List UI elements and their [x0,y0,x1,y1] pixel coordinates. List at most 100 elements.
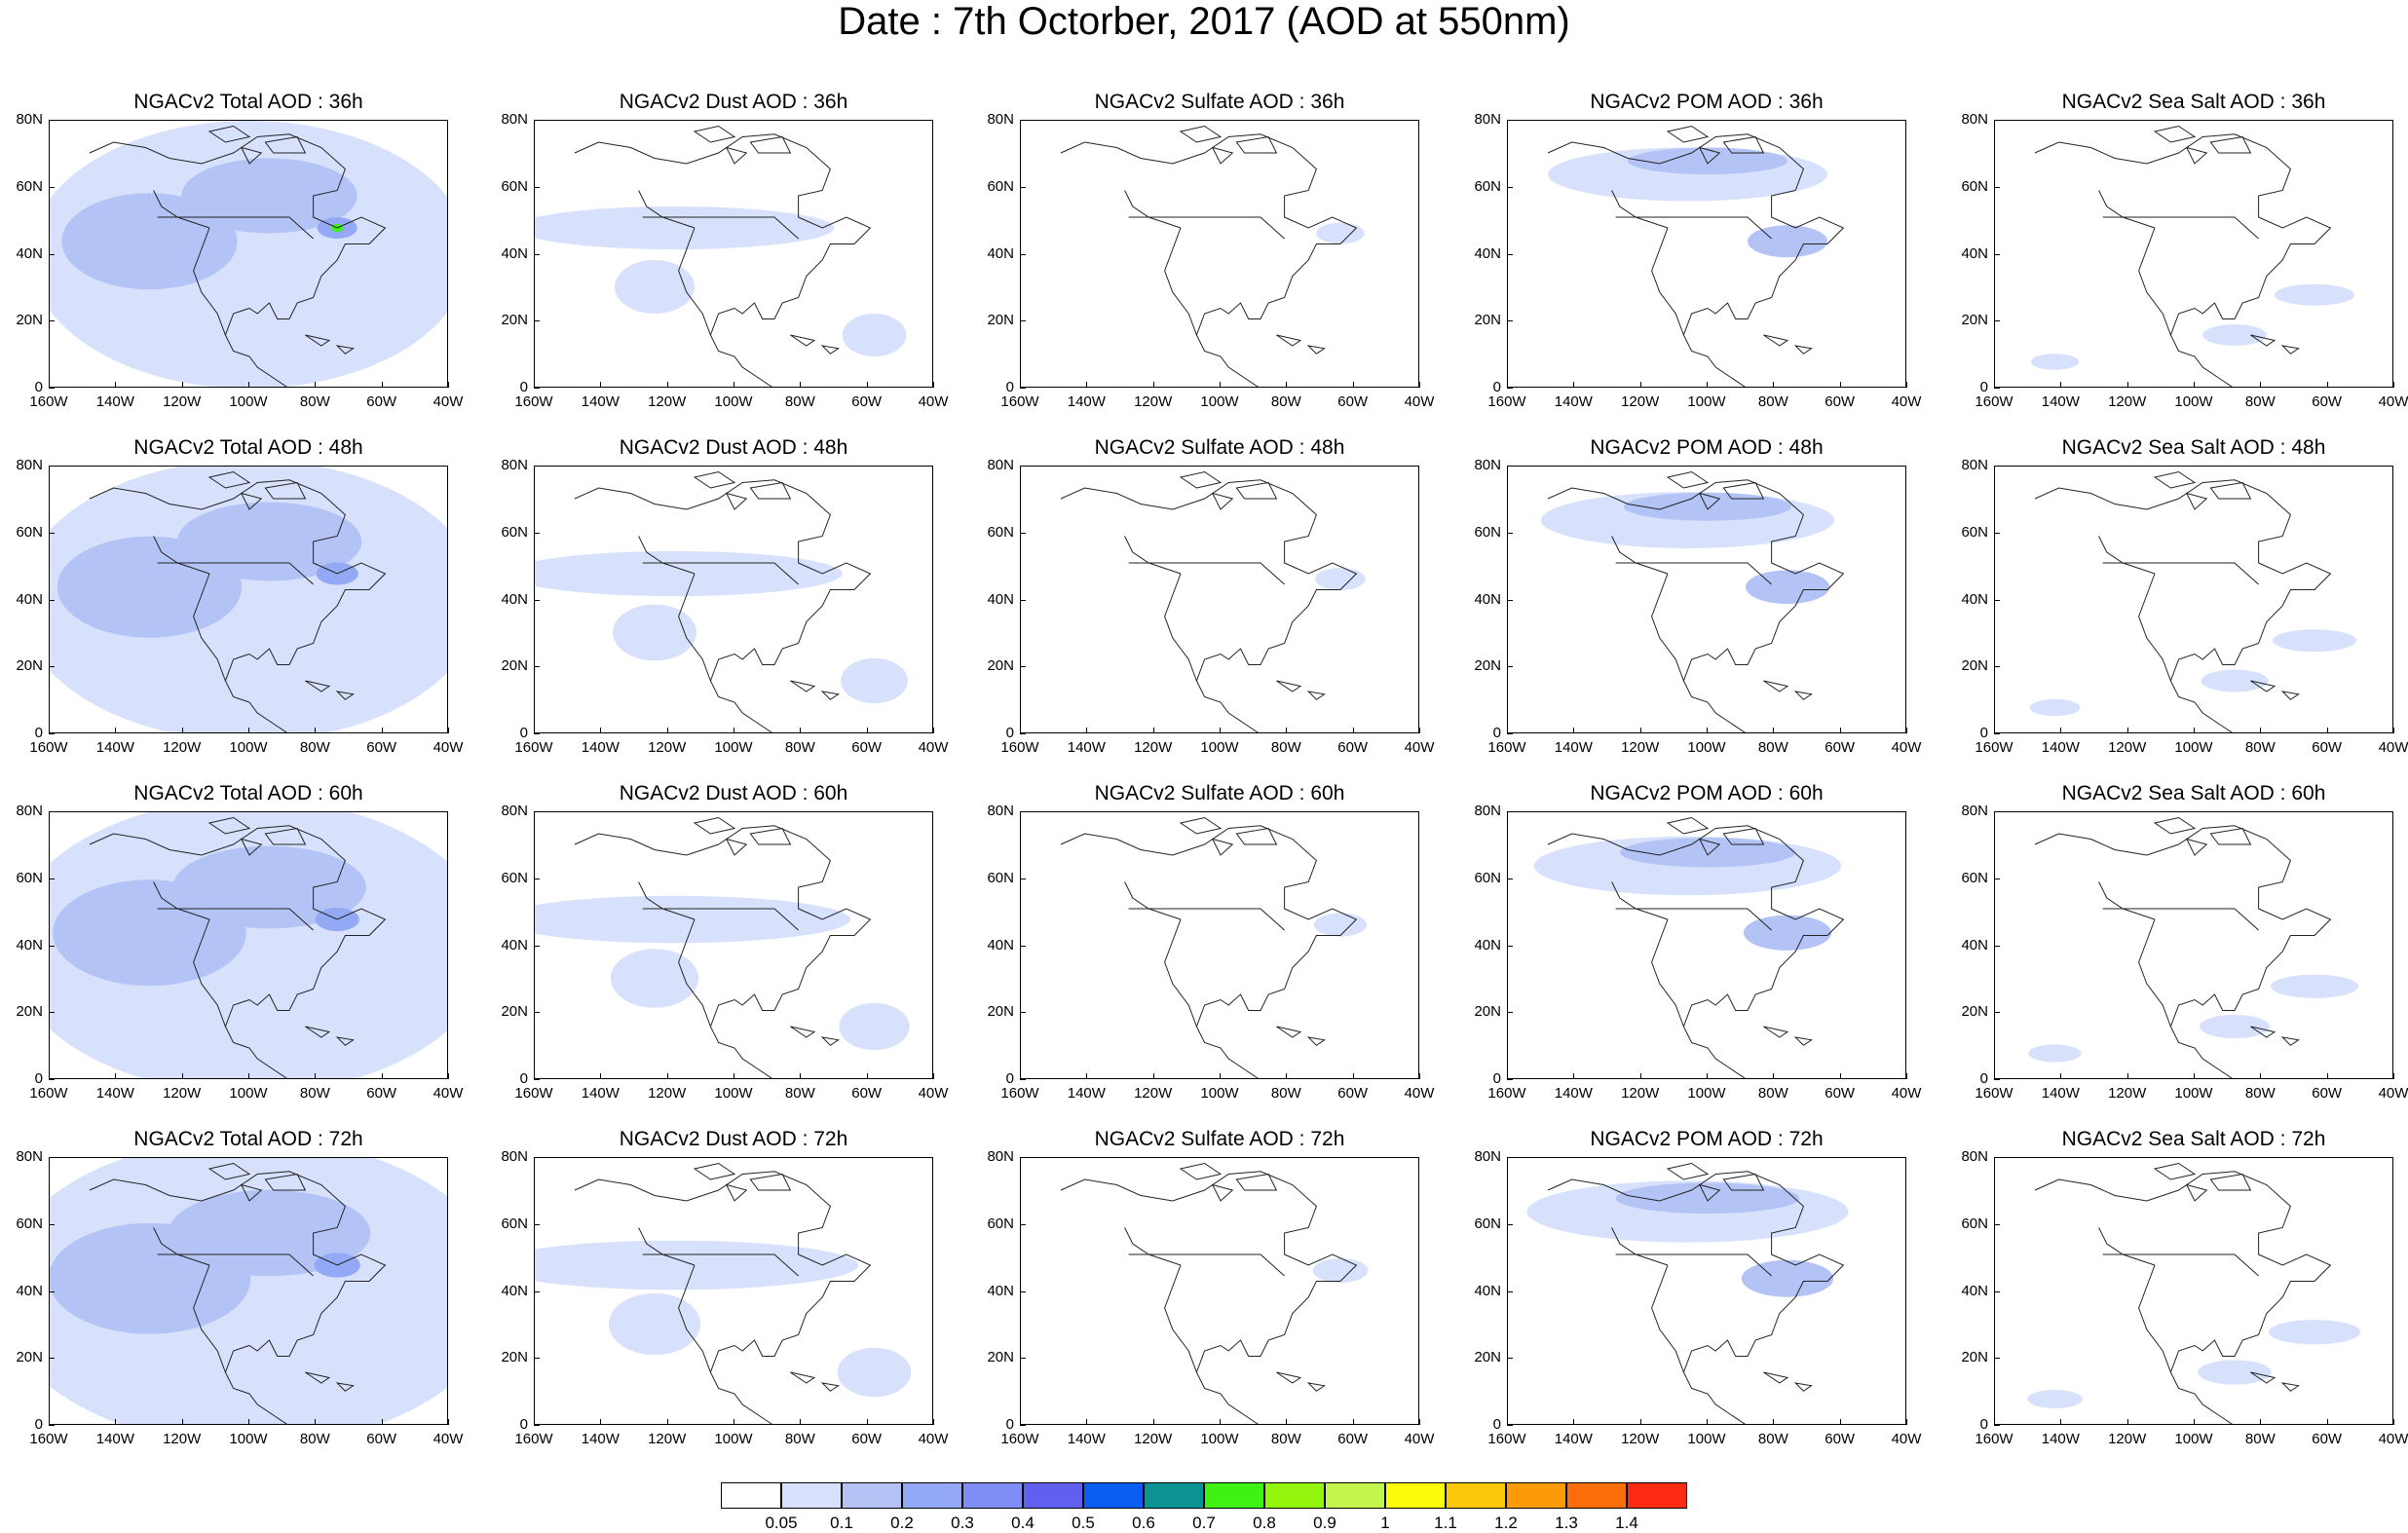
aod-shading [1741,1259,1834,1297]
lon-tick-label: 80W [299,393,330,410]
aod-shading [1313,913,1368,937]
lon-tick [1639,382,1641,388]
lon-tick [866,728,868,733]
panel-title: NGACv2 Total AOD : 72h [133,1128,363,1150]
lat-tick [1507,733,1513,734]
lat-tick-label: 20N [987,1003,1014,1021]
lon-tick [115,1419,117,1425]
map-panel-sulfate-36h: NGACv2 Sulfate AOD : 36h 80N 60N 40N 20N 0 160… [973,91,1470,417]
lon-tick-label: 160W [29,739,68,756]
lon-tick-label: 160W [29,1085,68,1102]
lat-tick-label: 40N [987,936,1014,953]
lat-tick-label: 20N [1474,1349,1501,1366]
lat-tick [1507,666,1513,668]
lon-tick-label: 40W [433,739,464,756]
lon-tick-label: 160W [1487,739,1526,756]
lat-tick-label: 0 [1005,1070,1014,1087]
lon-tick [1707,728,1708,733]
lon-tick [381,382,383,388]
lon-tick-label: 60W [2312,1085,2343,1102]
lat-tick [1020,186,1026,188]
lon-tick [2393,728,2394,733]
lat-tick [49,186,55,188]
legend-label: 1.4 [1615,1514,1638,1532]
lon-tick [49,728,50,733]
lon-tick [1994,728,1995,733]
lon-tick [1352,382,1354,388]
lon-tick-label: 80W [1270,393,1301,410]
lat-tick [49,1223,55,1225]
legend-swatch [1023,1482,1083,1509]
panel-title: NGACv2 Dust AOD : 48h [619,436,848,459]
lon-tick-label: 160W [1487,393,1526,410]
lat-tick-label: 0 [1492,1416,1501,1433]
lon-tick-label: 80W [784,1431,815,1447]
lat-tick-label: 60N [1474,869,1501,886]
lon-tick-label: 140W [2041,739,2080,756]
lon-tick-label: 120W [2108,739,2147,756]
lon-tick-label: 80W [2244,739,2276,756]
lat-tick-label: 80N [16,803,43,819]
panel-title: NGACv2 Dust AOD : 72h [619,1128,848,1150]
lon-tick-label: 80W [2244,393,2276,410]
lon-tick-label: 100W [1687,739,1726,756]
lat-tick-label: 40N [1961,244,1988,262]
map-area [49,811,448,1079]
lat-tick [534,1290,540,1292]
lon-tick-label: 120W [1621,393,1660,410]
lon-tick-label: 80W [784,739,815,756]
lon-tick [2060,382,2062,388]
lat-tick-label: 80N [1961,111,1988,128]
aod-shading [842,314,907,356]
lon-tick [2126,728,2128,733]
coastline [1181,472,1325,700]
lat-tick-label: 40N [1474,590,1501,608]
lon-tick-label: 160W [514,739,553,756]
lat-tick-label: 40N [16,590,43,608]
lat-tick-label: 60N [1961,523,1988,541]
lon-tick [1573,382,1575,388]
lon-tick [2393,1073,2394,1079]
lon-tick [2260,382,2262,388]
lat-tick-label: 60N [1961,869,1988,886]
lat-tick [49,599,55,601]
lon-tick [2194,382,2195,388]
country-border [1616,217,1772,239]
lat-tick [1020,320,1026,322]
legend-label: 0.8 [1253,1514,1276,1532]
lat-tick [1994,1157,2000,1158]
map-svg [1508,467,1906,733]
aod-shading [1619,838,1796,868]
lat-tick [49,1012,55,1014]
lon-tick [1286,1419,1288,1425]
lon-tick [1773,382,1775,388]
lon-tick [1152,728,1154,733]
lat-tick [1994,120,2000,121]
country-border [643,1254,799,1276]
lon-tick [448,382,449,388]
lat-tick [534,599,540,601]
lon-tick-label: 120W [1621,1085,1660,1102]
lon-tick-label: 40W [433,393,464,410]
lon-tick-label: 40W [1404,1085,1435,1102]
lat-tick-label: 60N [501,177,528,195]
map-area [1020,120,1419,388]
lat-tick-label: 60N [501,523,528,541]
aod-shading [841,657,908,704]
lat-tick-label: 0 [1979,379,1988,395]
lon-tick-label: 40W [918,1431,949,1447]
lon-tick-label: 80W [1757,1085,1788,1102]
lat-tick [1507,945,1513,947]
lon-tick [1707,382,1708,388]
map-area [1507,811,1906,1079]
lon-tick [1419,1419,1420,1425]
lon-tick-label: 60W [851,1085,883,1102]
aod-shading [535,895,850,944]
legend-label: 0.4 [1011,1514,1035,1532]
lat-tick [49,1358,55,1360]
lat-tick [534,733,540,734]
lat-tick-label: 60N [987,177,1014,195]
lon-tick-label: 160W [1975,393,2013,410]
lat-tick-label: 40N [16,244,43,262]
lat-tick [534,1223,540,1225]
